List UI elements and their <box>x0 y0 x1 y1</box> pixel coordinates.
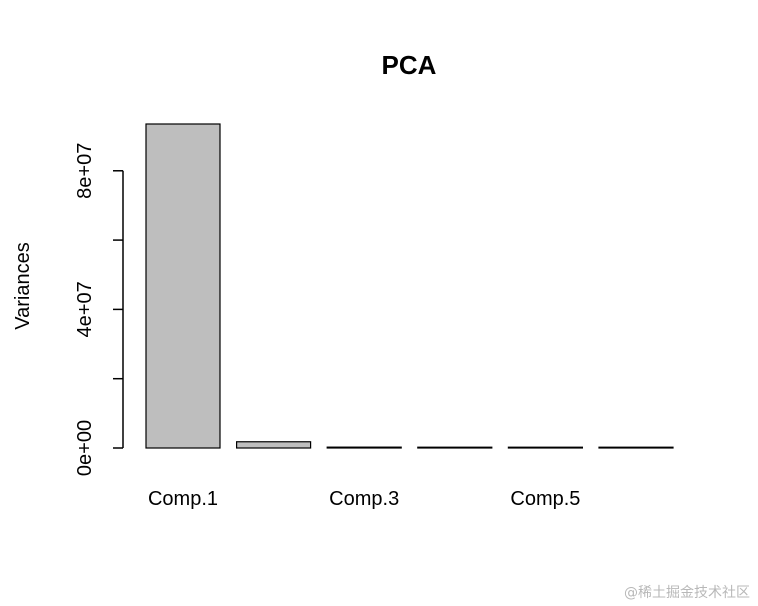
bar-comp-4 <box>417 446 493 449</box>
y-axis: 0e+00 4e+07 8e+07 <box>74 143 124 476</box>
bar-comp-1 <box>145 123 221 449</box>
x-tick-label: Comp.5 <box>510 488 580 510</box>
bar-comp-5 <box>507 446 583 449</box>
y-tick-label: 4e+07 <box>74 281 96 337</box>
bar-comp-6 <box>598 446 674 449</box>
y-axis-label: Variances <box>12 242 34 329</box>
x-axis-labels: Comp.1 Comp.3 Comp.5 <box>148 488 580 510</box>
x-tick-label: Comp.1 <box>148 488 218 510</box>
y-tick-label: 0e+00 <box>74 420 96 476</box>
bar-comp-2 <box>236 441 312 449</box>
watermark: @稀土掘金技术社区 <box>624 585 750 601</box>
chart-title: PCA <box>382 50 437 80</box>
y-tick-label: 8e+07 <box>74 143 96 199</box>
x-tick-label: Comp.3 <box>329 488 399 510</box>
bar-comp-3 <box>326 446 402 449</box>
bars <box>145 123 674 449</box>
